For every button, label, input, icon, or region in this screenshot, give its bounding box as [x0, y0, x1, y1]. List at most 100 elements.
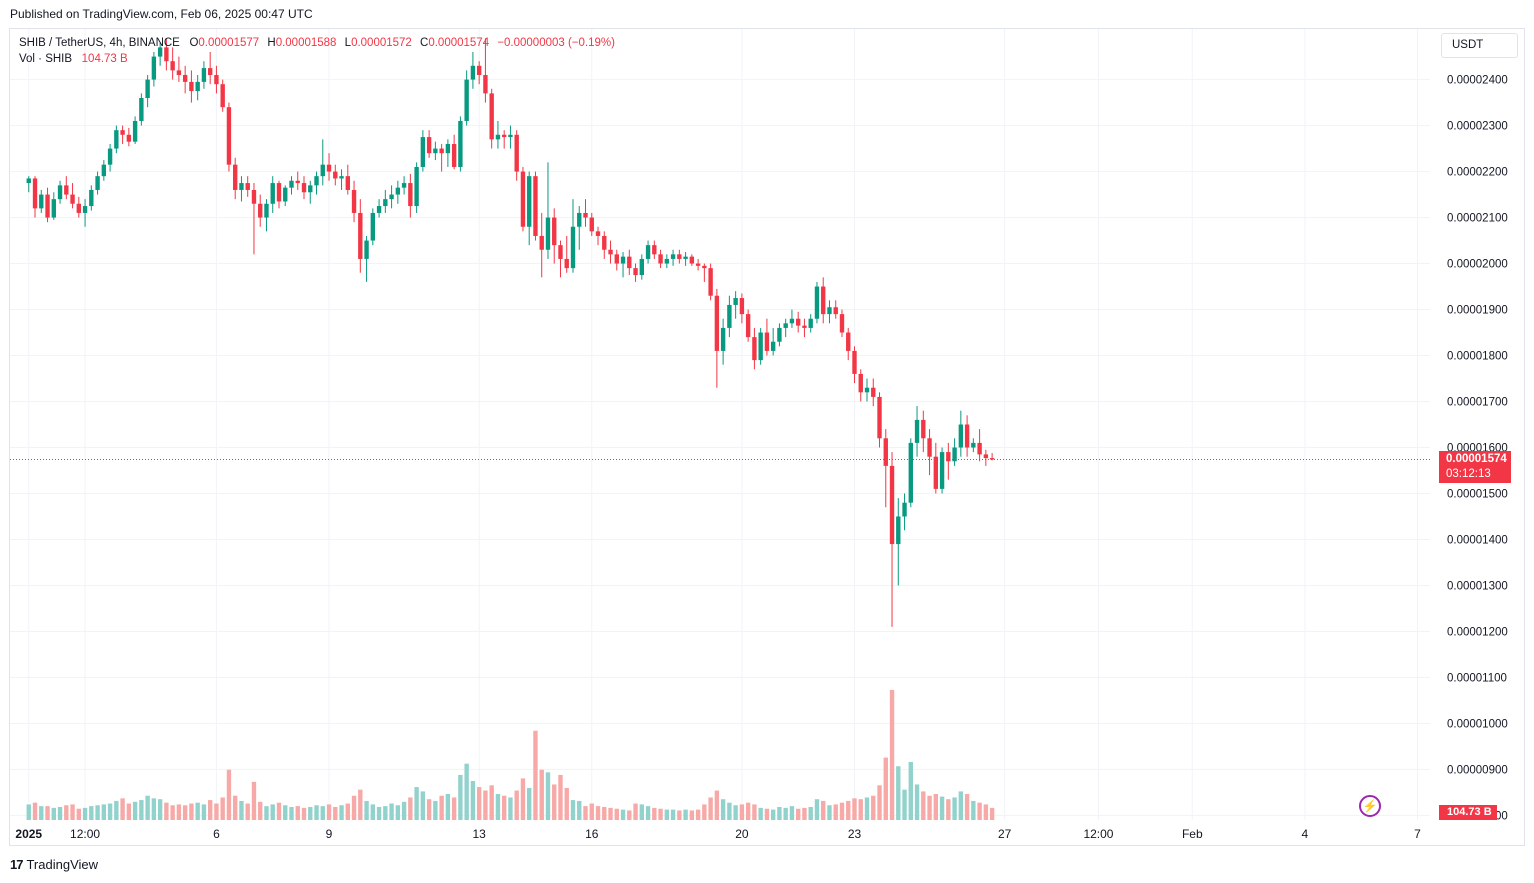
x-tick-label: 12:00 [1083, 827, 1113, 841]
close-label: C [420, 37, 429, 49]
volume-bar [708, 797, 713, 820]
candle-body [871, 387, 876, 397]
candle-body [195, 81, 200, 92]
candle-body [132, 120, 138, 142]
candle-body [233, 164, 238, 190]
candle-body [783, 323, 788, 328]
close-value: 0.00001574 [428, 37, 490, 49]
candle-body [727, 304, 732, 328]
volume-bar [483, 790, 488, 820]
lightning-icon[interactable]: ⚡ [1359, 795, 1381, 817]
volume-bar [120, 798, 125, 820]
candle-body [758, 332, 763, 361]
volume-bar [207, 800, 213, 820]
symbol-label[interactable]: SHIB / TetherUS, 4h, BINANCE [19, 37, 180, 49]
y-tick-label: 0.00001400 [1447, 534, 1508, 546]
published-caption: Published on TradingView.com, Feb 06, 20… [10, 7, 313, 21]
volume-bar [433, 800, 438, 820]
candle-body [852, 350, 857, 374]
volume-bar [796, 808, 801, 820]
x-tick-label: 27 [998, 827, 1012, 841]
candle-body [702, 265, 707, 269]
candle-body [376, 206, 382, 213]
candle-body [695, 263, 701, 266]
candle-body [39, 194, 44, 209]
volume-bar [89, 806, 94, 820]
volume-bar [126, 803, 132, 820]
volume-bar [226, 769, 232, 820]
tradingview-footer[interactable]: 17 TradingView [10, 857, 98, 872]
candle-body [733, 298, 738, 305]
volume-bar [214, 803, 219, 820]
x-tick-label: 16 [585, 827, 599, 841]
volume-bar [501, 795, 507, 820]
last-price-tag: 0.00001574 03:12:13 [1439, 451, 1511, 484]
volume-bar [233, 795, 238, 820]
volume-bar [539, 769, 544, 820]
open-label: O [189, 37, 199, 49]
volume-bar [952, 797, 957, 820]
volume-bar [276, 802, 282, 820]
volume-bar [645, 806, 651, 820]
volume-bar [70, 804, 75, 820]
volume-bar [308, 807, 313, 820]
volume-bar [814, 799, 820, 820]
volume-bar [839, 802, 845, 820]
candle-body [608, 249, 613, 255]
volume-bar [683, 809, 688, 820]
volume-bar [251, 781, 257, 820]
candle-body [389, 194, 394, 200]
volume-bar [933, 794, 939, 820]
volume-bar [877, 785, 882, 820]
volume-bar [739, 804, 745, 820]
candle-body [364, 240, 369, 259]
candle-body [902, 502, 907, 517]
candle-body [414, 166, 419, 207]
volume-bar [577, 800, 582, 820]
candle-body [770, 341, 776, 351]
x-axis-ticks: 2025 12:00 6 9 13 16 20 23 27 12:00 Feb 4 7 [15, 827, 1421, 841]
volume-bar [545, 772, 551, 820]
volume-bar [914, 784, 920, 820]
volume-bar [946, 799, 951, 820]
volume-bar [107, 803, 113, 820]
y-tick-label: 0.00002100 [1447, 213, 1508, 225]
candle-body [26, 178, 31, 184]
candle-body [796, 318, 801, 326]
candle-body [326, 164, 332, 172]
volume-label[interactable]: Vol · SHIB [19, 53, 73, 65]
candle-body [946, 452, 951, 462]
candle-body [276, 183, 282, 202]
candle-body [139, 97, 144, 121]
candle-body [545, 217, 551, 250]
volume-bar [614, 808, 619, 820]
volume-bar [695, 809, 701, 820]
candle-body [564, 258, 569, 269]
volume-bar [320, 806, 325, 820]
volume-bar [458, 774, 463, 820]
volume-bar [570, 800, 576, 820]
candle-body [827, 307, 832, 315]
volume-bar [114, 800, 119, 820]
volume-bar [977, 802, 982, 820]
candle-body [921, 419, 926, 439]
volume-bar [833, 804, 838, 820]
volume-bar [921, 791, 926, 820]
volume-bar [358, 789, 363, 820]
candle-body [739, 298, 745, 315]
volume-bar [145, 795, 150, 820]
volume-bar [333, 807, 338, 820]
volume-bar [533, 730, 538, 820]
candle-body [70, 194, 75, 204]
candle-body [489, 93, 494, 140]
candle-body [677, 254, 682, 259]
volume-bar [758, 807, 763, 820]
candle-body [508, 134, 513, 138]
x-tick-label: 23 [848, 827, 862, 841]
volume-bar [383, 806, 388, 820]
candle-body [652, 245, 657, 255]
currency-unit-button[interactable]: USDT [1441, 33, 1518, 58]
volume-bar [57, 807, 63, 820]
y-tick-label: 0.00001200 [1447, 626, 1508, 638]
